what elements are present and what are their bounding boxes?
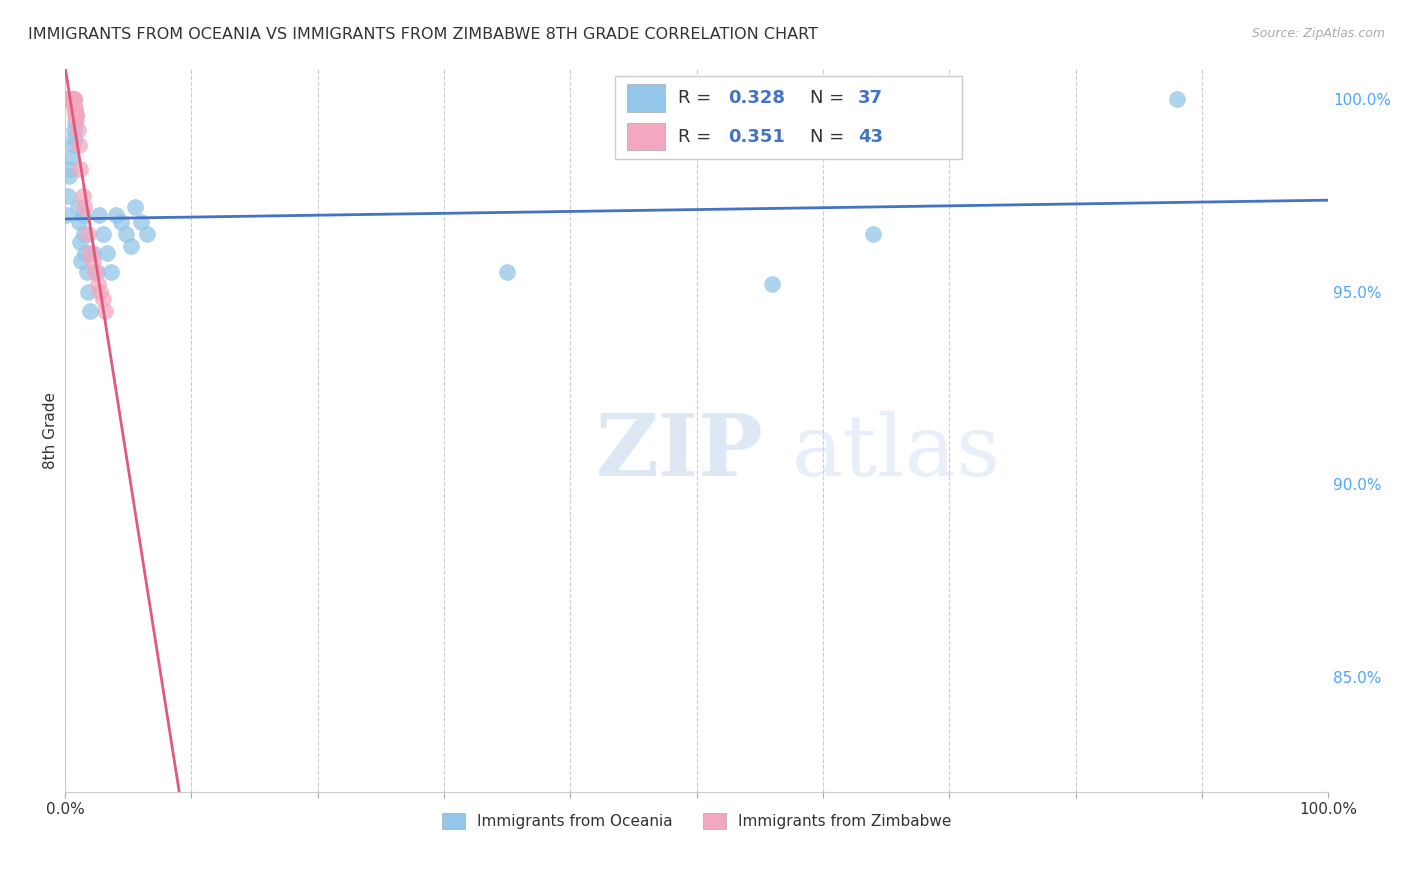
- Point: [55, 92, 77, 106]
- Point: [62, 92, 84, 106]
- Text: ZIP: ZIP: [596, 410, 763, 494]
- Point: [58, 92, 80, 106]
- Text: 37: 37: [858, 89, 883, 107]
- Point: [114, 227, 136, 241]
- Point: [58, 92, 80, 106]
- Text: N =: N =: [810, 128, 851, 145]
- Point: [55, 92, 77, 106]
- Point: [63, 130, 86, 145]
- Point: [63, 103, 86, 118]
- Point: [63, 100, 86, 114]
- Point: [63, 92, 86, 106]
- Point: [59, 92, 82, 106]
- Point: [65, 108, 87, 122]
- Point: [124, 200, 146, 214]
- Text: 43: 43: [858, 128, 883, 145]
- Point: [56, 188, 79, 202]
- Point: [100, 265, 122, 279]
- Point: [55, 208, 77, 222]
- Point: [73, 200, 96, 214]
- Text: N =: N =: [810, 89, 851, 107]
- Text: IMMIGRANTS FROM OCEANIA VS IMMIGRANTS FROM ZIMBABWE 8TH GRADE CORRELATION CHART: IMMIGRANTS FROM OCEANIA VS IMMIGRANTS FR…: [28, 27, 818, 42]
- Point: [86, 265, 108, 279]
- Point: [120, 238, 142, 252]
- Text: atlas: atlas: [792, 410, 1001, 493]
- Point: [67, 215, 90, 229]
- Point: [56, 92, 79, 106]
- Point: [56, 92, 79, 106]
- Point: [60, 92, 83, 106]
- Point: [69, 161, 91, 176]
- Point: [58, 92, 80, 106]
- Point: [91, 293, 114, 307]
- Point: [60, 92, 83, 106]
- Point: [96, 246, 118, 260]
- Point: [62, 138, 84, 153]
- Point: [65, 112, 87, 126]
- Point: [63, 92, 86, 106]
- Point: [63, 92, 86, 106]
- Legend: Immigrants from Oceania, Immigrants from Zimbabwe: Immigrants from Oceania, Immigrants from…: [436, 806, 957, 835]
- Point: [82, 254, 104, 268]
- Point: [75, 246, 97, 260]
- Text: Source: ZipAtlas.com: Source: ZipAtlas.com: [1251, 27, 1385, 40]
- Point: [58, 92, 80, 106]
- Point: [761, 277, 783, 291]
- Point: [63, 100, 86, 114]
- Point: [79, 246, 101, 260]
- Point: [72, 188, 94, 202]
- Point: [63, 115, 86, 129]
- Point: [76, 227, 98, 241]
- Point: [60, 92, 83, 106]
- Point: [862, 227, 884, 241]
- FancyBboxPatch shape: [627, 123, 665, 150]
- Point: [136, 227, 159, 241]
- Point: [73, 227, 96, 241]
- Text: R =: R =: [678, 89, 717, 107]
- Point: [56, 92, 79, 106]
- Point: [59, 161, 82, 176]
- Point: [58, 169, 80, 184]
- Point: [496, 265, 519, 279]
- Point: [67, 138, 90, 153]
- Point: [63, 108, 86, 122]
- Point: [59, 92, 82, 106]
- Point: [72, 208, 94, 222]
- Point: [84, 265, 107, 279]
- Point: [69, 235, 91, 249]
- Point: [55, 92, 77, 106]
- Point: [66, 123, 89, 137]
- Point: [82, 246, 104, 260]
- Point: [76, 285, 98, 299]
- Point: [89, 208, 111, 222]
- Point: [59, 92, 82, 106]
- Point: [70, 254, 93, 268]
- Point: [89, 285, 111, 299]
- Y-axis label: 8th Grade: 8th Grade: [44, 392, 58, 468]
- Point: [87, 277, 110, 291]
- Point: [94, 304, 117, 318]
- Point: [60, 150, 83, 164]
- Point: [62, 92, 84, 106]
- Text: R =: R =: [678, 128, 717, 145]
- Point: [65, 108, 87, 122]
- Point: [110, 215, 132, 229]
- FancyBboxPatch shape: [627, 85, 665, 112]
- Point: [91, 227, 114, 241]
- Point: [66, 200, 89, 214]
- Point: [129, 215, 152, 229]
- Point: [56, 92, 79, 106]
- Text: 0.328: 0.328: [728, 89, 785, 107]
- Point: [76, 265, 98, 279]
- Point: [104, 208, 127, 222]
- Text: 0.351: 0.351: [728, 128, 785, 145]
- FancyBboxPatch shape: [614, 76, 962, 159]
- Point: [59, 92, 82, 106]
- Point: [63, 123, 86, 137]
- Point: [79, 304, 101, 318]
- Point: [1166, 92, 1188, 106]
- Point: [62, 92, 84, 106]
